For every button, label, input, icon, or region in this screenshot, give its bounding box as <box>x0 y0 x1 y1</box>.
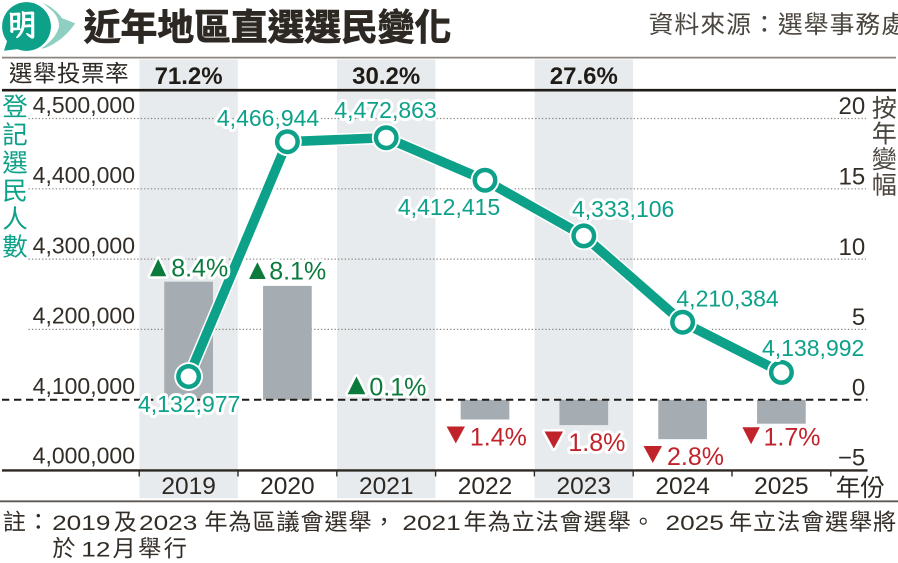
svg-text:15: 15 <box>838 164 865 191</box>
svg-text:10: 10 <box>838 234 865 261</box>
svg-text:0.1%: 0.1% <box>369 373 426 401</box>
svg-text:8.4%: 8.4% <box>171 255 228 283</box>
svg-text:27.6%: 27.6% <box>550 63 618 90</box>
svg-text:−5: −5 <box>838 445 865 472</box>
svg-text:2024: 2024 <box>655 473 710 500</box>
svg-text:2025: 2025 <box>754 473 809 500</box>
svg-text:2023: 2023 <box>139 511 197 535</box>
svg-text:4,412,415: 4,412,415 <box>398 194 500 220</box>
svg-text:4,333,106: 4,333,106 <box>572 196 674 222</box>
svg-text:4,100,000: 4,100,000 <box>33 373 135 399</box>
svg-text:1.4%: 1.4% <box>470 423 527 451</box>
svg-text:2025: 2025 <box>666 511 724 535</box>
svg-text:1.8%: 1.8% <box>568 429 625 457</box>
svg-text:5: 5 <box>852 304 865 331</box>
svg-text:20: 20 <box>838 93 865 120</box>
svg-text:4,472,863: 4,472,863 <box>334 97 436 123</box>
svg-text:4,132,977: 4,132,977 <box>138 391 240 417</box>
svg-text:4,500,000: 4,500,000 <box>33 92 135 118</box>
svg-text:2019: 2019 <box>161 473 216 500</box>
svg-text:2020: 2020 <box>260 473 315 500</box>
svg-text:2019: 2019 <box>52 511 110 535</box>
svg-text:2022: 2022 <box>458 473 513 500</box>
svg-text:0: 0 <box>852 374 865 401</box>
svg-text:4,200,000: 4,200,000 <box>33 303 135 329</box>
svg-text:4,466,944: 4,466,944 <box>217 105 320 131</box>
svg-text:4,300,000: 4,300,000 <box>33 232 135 258</box>
svg-text:12: 12 <box>81 538 110 562</box>
svg-text:4,000,000: 4,000,000 <box>33 443 135 469</box>
svg-text:8.1%: 8.1% <box>269 258 326 286</box>
svg-text:2023: 2023 <box>557 473 612 500</box>
svg-text:1.7%: 1.7% <box>764 423 821 451</box>
svg-text:4,210,384: 4,210,384 <box>676 286 779 312</box>
svg-text:4,400,000: 4,400,000 <box>33 162 135 188</box>
svg-text:2021: 2021 <box>359 473 414 500</box>
svg-text:2.8%: 2.8% <box>667 443 724 471</box>
svg-text:30.2%: 30.2% <box>352 63 420 90</box>
svg-text:4,138,992: 4,138,992 <box>762 335 864 361</box>
svg-text:71.2%: 71.2% <box>155 63 223 90</box>
svg-text:2021: 2021 <box>402 511 460 535</box>
